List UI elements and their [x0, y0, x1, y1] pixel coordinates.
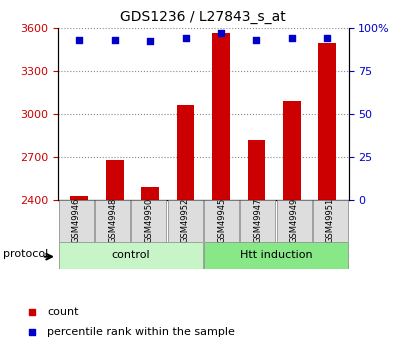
Text: count: count [47, 307, 78, 317]
Point [112, 37, 118, 42]
Bar [59, 241, 203, 269]
Text: GSM49945: GSM49945 [217, 198, 226, 244]
Bar [71, 196, 88, 200]
Bar [142, 187, 159, 200]
Text: GSM49946: GSM49946 [72, 198, 81, 244]
Text: GSM49952: GSM49952 [181, 198, 190, 244]
Bar [283, 101, 301, 200]
Text: GSM49951: GSM49951 [326, 198, 335, 244]
Bar [277, 200, 312, 242]
Point [182, 35, 189, 41]
Bar [168, 200, 203, 242]
Bar [204, 200, 239, 242]
Text: Htt induction: Htt induction [240, 250, 312, 260]
Bar [248, 140, 265, 200]
Text: percentile rank within the sample: percentile rank within the sample [47, 327, 235, 337]
Bar [132, 200, 166, 242]
Bar [204, 241, 348, 269]
Bar [106, 160, 124, 200]
Text: protocol: protocol [3, 249, 48, 259]
Text: GSM49948: GSM49948 [108, 198, 117, 244]
Point [29, 309, 35, 315]
Bar [95, 200, 130, 242]
Point [288, 35, 295, 41]
Bar [240, 200, 275, 242]
Bar [177, 105, 195, 200]
Bar [313, 200, 348, 242]
Point [147, 39, 154, 44]
Text: GSM49950: GSM49950 [144, 198, 154, 244]
Text: GSM49949: GSM49949 [290, 198, 299, 244]
Text: GSM49947: GSM49947 [253, 198, 262, 244]
Bar [318, 43, 336, 200]
Point [76, 37, 83, 42]
Title: GDS1236 / L27843_s_at: GDS1236 / L27843_s_at [120, 10, 286, 24]
Point [324, 35, 331, 41]
Point [218, 30, 225, 36]
Point [29, 330, 35, 335]
Point [253, 37, 260, 42]
Bar [59, 200, 94, 242]
Bar [212, 33, 230, 200]
Text: control: control [111, 250, 150, 260]
